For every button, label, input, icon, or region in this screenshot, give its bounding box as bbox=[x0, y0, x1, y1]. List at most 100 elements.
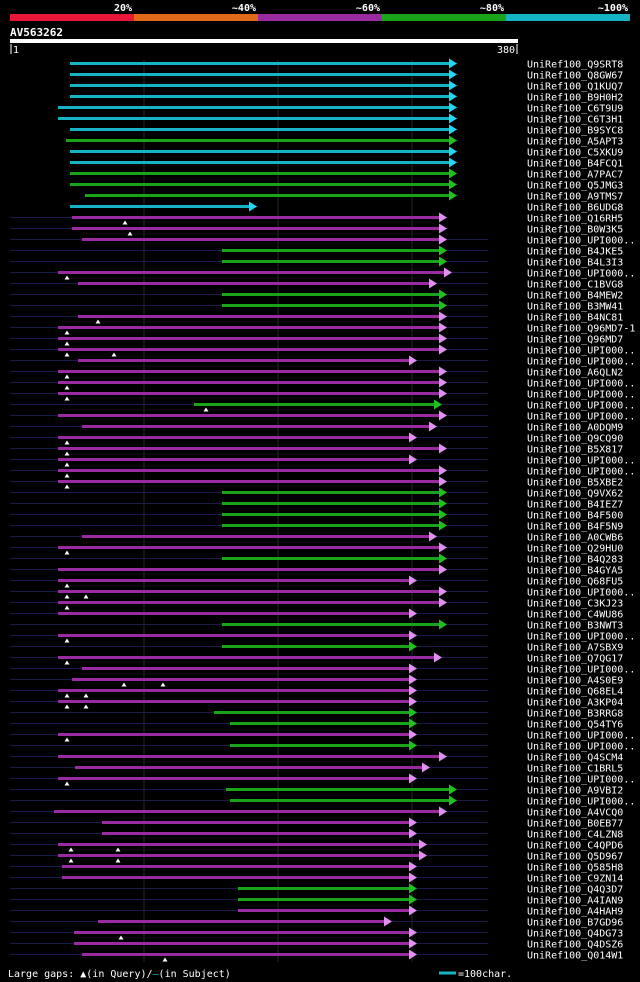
hit-row[interactable]: UniRef100_UPI000.. bbox=[10, 663, 635, 676]
hit-row[interactable]: UniRef100_B4GYA5 bbox=[10, 564, 623, 577]
hit-row[interactable]: UniRef100_UPI000.. bbox=[10, 630, 635, 643]
hit-label[interactable]: UniRef100_Q96MD7-1 bbox=[527, 324, 635, 335]
hit-row[interactable]: UniRef100_B3RRG8 bbox=[10, 707, 623, 720]
hit-row[interactable]: UniRef100_A0CWB6 bbox=[10, 531, 623, 544]
hit-row[interactable]: UniRef100_A4IAN9 bbox=[10, 894, 623, 907]
hit-row[interactable]: UniRef100_B9SYC8 bbox=[70, 124, 623, 137]
hit-row[interactable]: UniRef100_UPI000.. bbox=[10, 773, 635, 786]
hit-row[interactable]: UniRef100_B5X817 bbox=[10, 443, 623, 456]
hit-label[interactable]: UniRef100_UPI000.. bbox=[527, 390, 635, 401]
hit-row[interactable]: UniRef100_B4F5N9 bbox=[10, 520, 623, 533]
hit-row[interactable]: UniRef100_Q4Q3D7 bbox=[10, 883, 623, 896]
hit-label[interactable]: UniRef100_UPI000.. bbox=[527, 412, 635, 423]
hit-label[interactable]: UniRef100_B6UDG8 bbox=[527, 203, 623, 214]
hit-row[interactable]: UniRef100_A0DQM9 bbox=[10, 421, 623, 434]
hit-label[interactable]: UniRef100_A4HAH9 bbox=[527, 907, 623, 918]
hit-row[interactable]: UniRef100_C4LZN8 bbox=[10, 828, 623, 841]
hit-label[interactable]: UniRef100_B4F5N9 bbox=[527, 522, 623, 533]
hit-row[interactable]: UniRef100_Q68FU5 bbox=[10, 575, 623, 588]
hit-label[interactable]: UniRef100_UPI000.. bbox=[527, 379, 635, 390]
hit-label[interactable]: UniRef100_C9ZN14 bbox=[527, 874, 623, 885]
hit-row[interactable]: UniRef100_C1BRL5 bbox=[10, 762, 623, 775]
hit-row[interactable]: UniRef100_A7SBX9 bbox=[10, 641, 623, 654]
hit-row[interactable]: UniRef100_Q1KUQ7 bbox=[70, 80, 623, 93]
hit-label[interactable]: UniRef100_A7PAC7 bbox=[527, 170, 623, 181]
hit-label[interactable]: UniRef100_B5X817 bbox=[527, 445, 623, 456]
hit-label[interactable]: UniRef100_UPI000.. bbox=[527, 797, 635, 808]
hit-label[interactable]: UniRef100_A3KP04 bbox=[527, 698, 623, 709]
hit-label[interactable]: UniRef100_UPI000.. bbox=[527, 236, 635, 247]
hit-label[interactable]: UniRef100_B4NC81 bbox=[527, 313, 623, 324]
hit-label[interactable]: UniRef100_B5XBE2 bbox=[527, 478, 623, 489]
hit-row[interactable]: UniRef100_Q5JMG3 bbox=[70, 179, 623, 192]
hit-row[interactable]: UniRef100_Q5D967 bbox=[10, 850, 623, 863]
hit-label[interactable]: UniRef100_Q54TY6 bbox=[527, 720, 623, 731]
hit-row[interactable]: UniRef100_B4Q283 bbox=[10, 553, 623, 566]
hit-row[interactable]: UniRef100_A4VCQ0 bbox=[10, 806, 623, 819]
hit-label[interactable]: UniRef100_Q9VX62 bbox=[527, 489, 623, 500]
hit-row[interactable]: UniRef100_A7PAC7 bbox=[70, 168, 623, 181]
hit-row[interactable]: UniRef100_UPI000.. bbox=[10, 454, 635, 467]
hit-label[interactable]: UniRef100_C6T9U9 bbox=[527, 104, 623, 115]
hit-label[interactable]: UniRef100_Q4SCM4 bbox=[527, 753, 623, 764]
hit-row[interactable]: UniRef100_C5XKU9 bbox=[70, 146, 623, 159]
hit-label[interactable]: UniRef100_B4JKE5 bbox=[527, 247, 623, 258]
hit-label[interactable]: UniRef100_B9H0H2 bbox=[527, 93, 623, 104]
hit-row[interactable]: UniRef100_B5XBE2 bbox=[10, 476, 623, 489]
hit-row[interactable]: UniRef100_C6T9U9 bbox=[58, 102, 623, 115]
hit-row[interactable]: UniRef100_UPI000.. bbox=[10, 344, 635, 357]
hit-row[interactable]: UniRef100_Q7QG17 bbox=[10, 652, 623, 665]
hit-row[interactable]: UniRef100_B4F500 bbox=[10, 509, 623, 522]
hit-row[interactable]: UniRef100_UPI000.. bbox=[10, 795, 635, 808]
hit-row[interactable]: UniRef100_B0W3K5 bbox=[10, 223, 623, 236]
hit-row[interactable]: UniRef100_C4WU86 bbox=[10, 608, 623, 621]
hit-row[interactable]: UniRef100_B4MEW2 bbox=[10, 289, 623, 302]
hit-row[interactable]: UniRef100_C1BVG8 bbox=[10, 278, 623, 291]
hit-label[interactable]: UniRef100_Q9CQ90 bbox=[527, 434, 623, 445]
hit-label[interactable]: UniRef100_C3KJ23 bbox=[527, 599, 623, 610]
hit-label[interactable]: UniRef100_A4VCQ0 bbox=[527, 808, 623, 819]
hit-row[interactable]: UniRef100_Q8GW67 bbox=[70, 69, 623, 82]
hit-row[interactable]: UniRef100_Q9SRT8 bbox=[70, 58, 623, 71]
hit-row[interactable]: UniRef100_A5APT3 bbox=[66, 135, 623, 148]
hit-label[interactable]: UniRef100_Q96MD7 bbox=[527, 335, 623, 346]
hit-label[interactable]: UniRef100_Q7QG17 bbox=[527, 654, 623, 665]
hit-row[interactable]: UniRef100_Q96MD7 bbox=[10, 333, 623, 346]
hit-label[interactable]: UniRef100_A6QLN2 bbox=[527, 368, 623, 379]
hit-row[interactable]: UniRef100_UPI000.. bbox=[10, 410, 635, 423]
hit-label[interactable]: UniRef100_Q68FU5 bbox=[527, 577, 623, 588]
hit-label[interactable]: UniRef100_A0DQM9 bbox=[527, 423, 623, 434]
hit-label[interactable]: UniRef100_C4QPD6 bbox=[527, 841, 623, 852]
hit-label[interactable]: UniRef100_Q8GW67 bbox=[527, 71, 623, 82]
hit-label[interactable]: UniRef100_B3NWT3 bbox=[527, 621, 623, 632]
hit-row[interactable]: UniRef100_B4IEZ7 bbox=[10, 498, 623, 511]
hit-label[interactable]: UniRef100_UPI000.. bbox=[527, 731, 635, 742]
hit-label[interactable]: UniRef100_Q585H8 bbox=[527, 863, 623, 874]
hit-row[interactable]: UniRef100_Q68EL4 bbox=[10, 685, 623, 698]
hit-row[interactable]: UniRef100_B3NWT3 bbox=[10, 619, 623, 632]
hit-row[interactable]: UniRef100_Q4DSZ6 bbox=[10, 938, 623, 951]
hit-label[interactable]: UniRef100_A5APT3 bbox=[527, 137, 623, 148]
hit-label[interactable]: UniRef100_UPI000.. bbox=[527, 665, 635, 676]
hit-row[interactable]: UniRef100_UPI000.. bbox=[10, 729, 635, 742]
hit-row[interactable]: UniRef100_B9H0H2 bbox=[70, 91, 623, 104]
hit-label[interactable]: UniRef100_A4S0E9 bbox=[527, 676, 623, 687]
hit-row[interactable]: UniRef100_Q4DG73 bbox=[10, 927, 623, 940]
hit-label[interactable]: UniRef100_UPI000.. bbox=[527, 269, 635, 280]
hit-row[interactable]: UniRef100_B4L3I3 bbox=[10, 256, 623, 269]
hit-label[interactable]: UniRef100_Q4DG73 bbox=[527, 929, 623, 940]
hit-label[interactable]: UniRef100_Q4Q3D7 bbox=[527, 885, 623, 896]
hit-row[interactable]: UniRef100_B0EB77 bbox=[10, 817, 623, 830]
hit-label[interactable]: UniRef100_A9VBI2 bbox=[527, 786, 623, 797]
hit-row[interactable]: UniRef100_UPI000.. bbox=[10, 377, 635, 390]
hit-row[interactable]: UniRef100_Q4SCM4 bbox=[10, 751, 623, 764]
hit-row[interactable]: UniRef100_UPI000.. bbox=[10, 740, 635, 753]
hit-label[interactable]: UniRef100_A4IAN9 bbox=[527, 896, 623, 907]
hit-row[interactable]: UniRef100_UPI000.. bbox=[10, 234, 635, 247]
hit-label[interactable]: UniRef100_B4GYA5 bbox=[527, 566, 623, 577]
hit-label[interactable]: UniRef100_C4WU86 bbox=[527, 610, 623, 621]
hit-row[interactable]: UniRef100_UPI000.. bbox=[10, 355, 635, 368]
hit-label[interactable]: UniRef100_UPI000.. bbox=[527, 742, 635, 753]
hit-row[interactable]: UniRef100_Q014W1 bbox=[10, 949, 623, 962]
hit-label[interactable]: UniRef100_Q9SRT8 bbox=[527, 60, 623, 71]
